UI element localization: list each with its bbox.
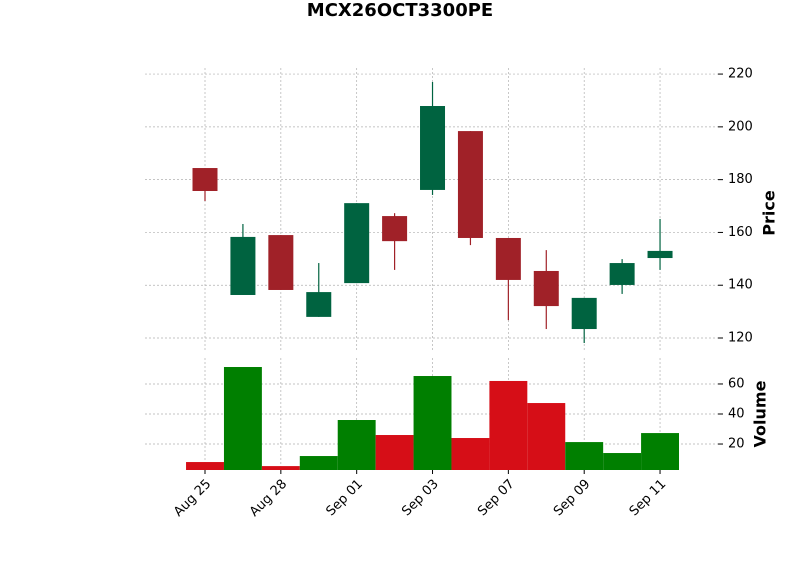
volume-tick-label: 20	[728, 437, 745, 452]
volume-bar	[451, 438, 490, 470]
candle-body	[344, 203, 370, 284]
volume-bar	[337, 420, 376, 470]
chart-title: MCX26OCT3300PE	[307, 0, 493, 21]
x-tick-label: Sep 07	[475, 477, 518, 520]
volume-tick-label: 40	[728, 407, 745, 422]
volume-bar	[261, 466, 300, 470]
candle-body	[230, 236, 256, 295]
x-tick-label: Sep 01	[323, 477, 366, 520]
y-tick-label: 180	[728, 172, 753, 187]
y-tick-label: 140	[728, 278, 753, 293]
volume-bar	[641, 433, 679, 470]
candle-body	[533, 270, 559, 307]
volume-bar	[299, 456, 338, 470]
y-tick-label: 220	[728, 67, 753, 82]
volume-bar	[413, 376, 452, 470]
y-axis-label: Price	[760, 190, 779, 236]
volume-bar	[527, 403, 566, 470]
candle-body	[306, 292, 332, 317]
candle-body	[495, 237, 521, 280]
y-tick-label: 160	[728, 225, 753, 240]
candle-body	[420, 106, 446, 190]
volume-bar	[186, 462, 224, 470]
volume-bar	[603, 453, 642, 470]
candle-body	[647, 250, 673, 259]
x-tick-label: Aug 25	[171, 477, 214, 520]
candle-body	[192, 168, 218, 191]
candle-body	[457, 131, 483, 238]
volume-bar	[223, 367, 262, 470]
candle-body	[382, 216, 408, 242]
x-tick-label: Sep 11	[627, 477, 670, 520]
x-tick-label: Aug 28	[247, 477, 290, 520]
volume-tick-label: 60	[728, 376, 745, 391]
candle-body	[609, 263, 635, 285]
y-tick-label: 120	[728, 331, 753, 346]
candle-body	[268, 235, 294, 290]
x-tick-label: Sep 03	[399, 477, 442, 520]
x-tick-label: Sep 09	[551, 477, 594, 520]
volume-bar	[375, 435, 414, 470]
y-tick-label: 200	[728, 119, 753, 134]
candle-body	[571, 297, 597, 330]
volume-bar	[565, 442, 604, 470]
volume-bar	[489, 380, 528, 470]
volume-axis-label: Volume	[751, 380, 770, 447]
